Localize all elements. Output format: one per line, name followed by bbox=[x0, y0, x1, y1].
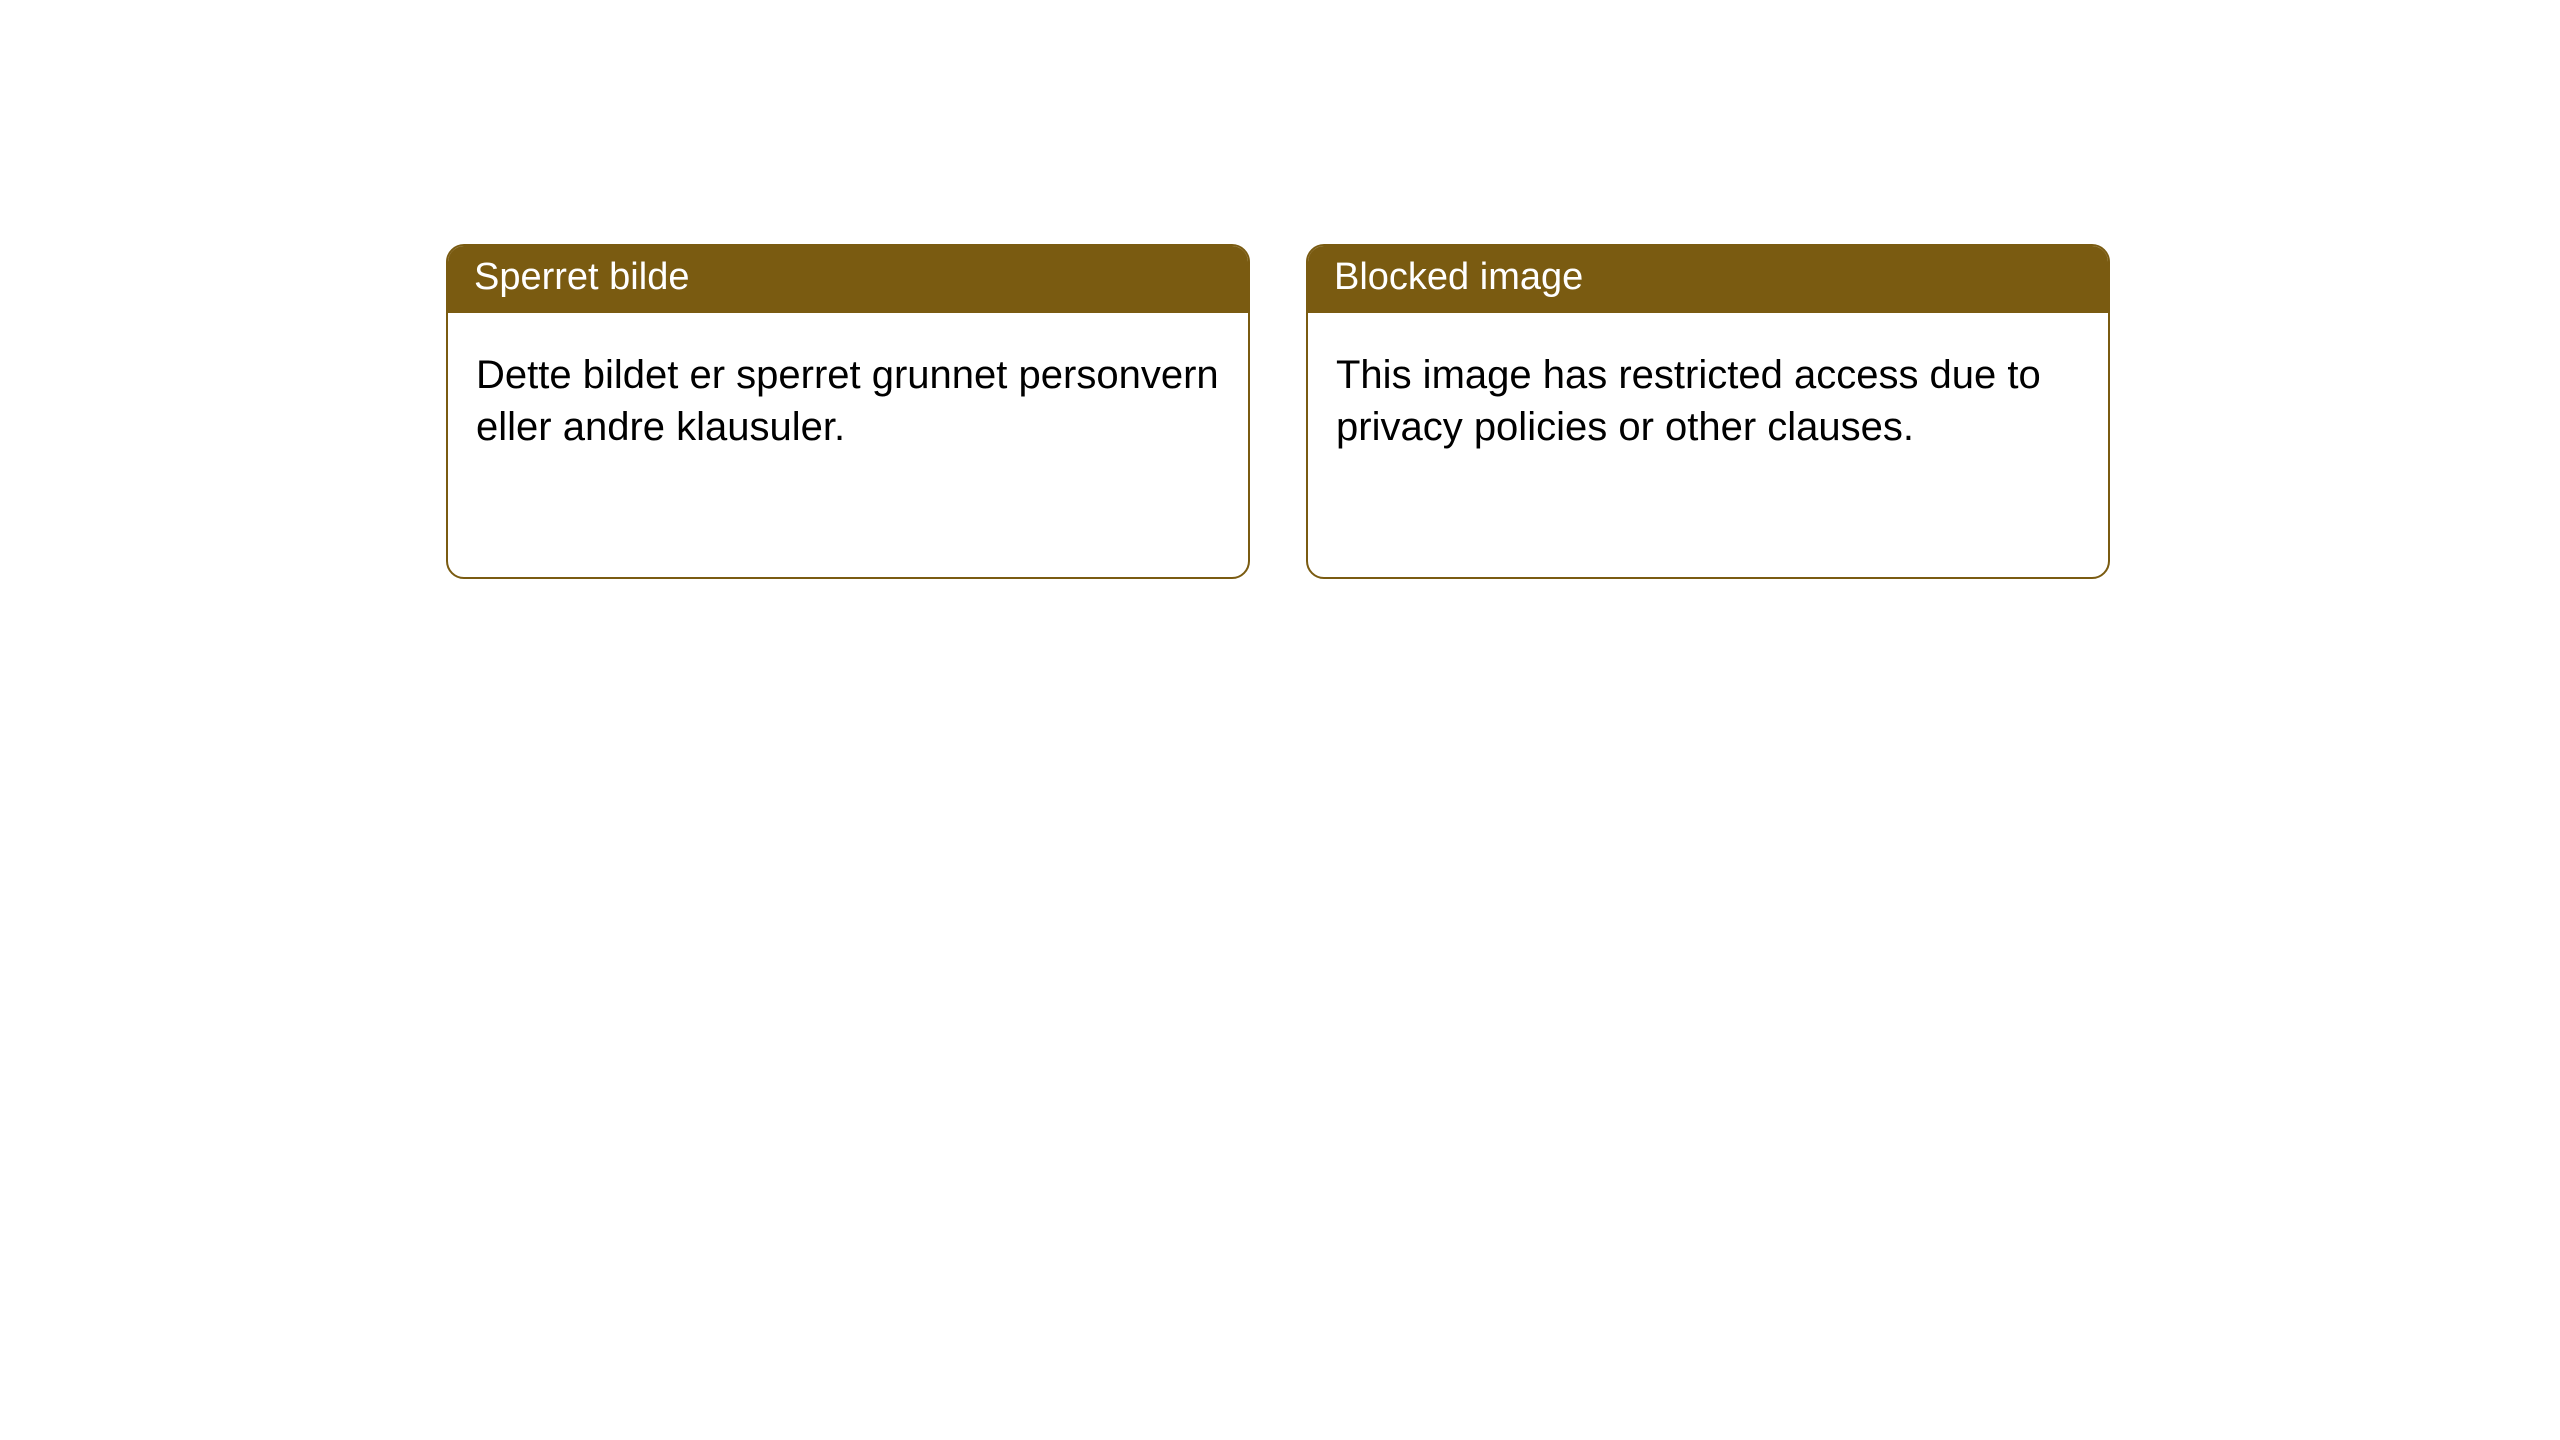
notice-body-norwegian: Dette bildet er sperret grunnet personve… bbox=[448, 313, 1248, 491]
notice-card-english: Blocked image This image has restricted … bbox=[1306, 244, 2110, 579]
notice-container: Sperret bilde Dette bildet er sperret gr… bbox=[0, 0, 2560, 579]
notice-header-english: Blocked image bbox=[1308, 246, 2108, 313]
notice-header-norwegian: Sperret bilde bbox=[448, 246, 1248, 313]
notice-card-norwegian: Sperret bilde Dette bildet er sperret gr… bbox=[446, 244, 1250, 579]
notice-body-english: This image has restricted access due to … bbox=[1308, 313, 2108, 491]
